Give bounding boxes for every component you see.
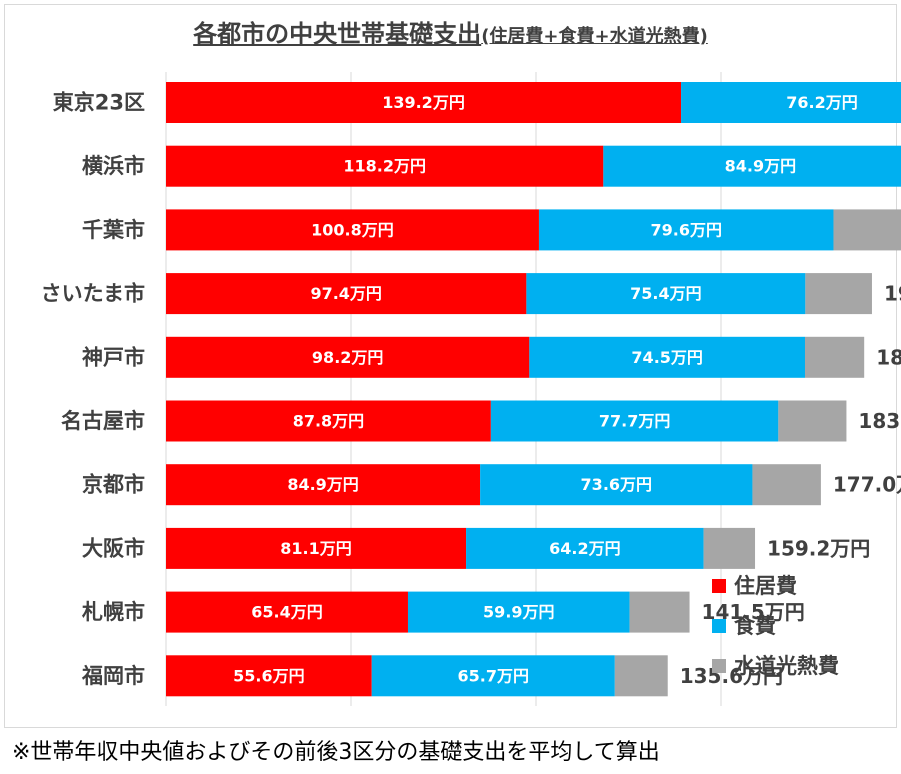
- footnote: ※世帯年収中央値およびその前後3区分の基礎支出を平均して算出: [12, 740, 660, 765]
- bar-segment-housing: [166, 591, 408, 633]
- data-label: 59.9万円: [483, 603, 554, 622]
- data-label: 65.7万円: [458, 666, 529, 685]
- category-label: 福岡市: [81, 664, 145, 688]
- data-label: 118.2万円: [343, 157, 426, 176]
- total-label: 177.0万円: [833, 473, 901, 497]
- data-label: 84.9万円: [287, 475, 358, 494]
- bar-segment-housing: [166, 655, 372, 697]
- bar-segment-housing: [166, 527, 467, 569]
- bar-segment-utilities: [629, 591, 690, 633]
- bar-segment-utilities: [752, 464, 821, 506]
- bar-segment-housing: [166, 336, 530, 378]
- data-label: 139.2万円: [382, 93, 465, 112]
- bar-segment-food: [371, 655, 615, 697]
- category-label: 名古屋市: [61, 409, 145, 433]
- category-label: 東京23区: [53, 91, 145, 115]
- bar-segment-food: [490, 400, 779, 442]
- bar-segment-housing: [166, 209, 539, 251]
- data-label: 65.4万円: [251, 603, 322, 622]
- bar-segment-food: [526, 273, 806, 315]
- legend-label: 食費: [734, 614, 776, 638]
- bar-segment-housing: [166, 400, 491, 442]
- total-label: 183.9万円: [858, 409, 901, 433]
- chart-title: 各都市の中央世帯基礎支出(住居費+食費+水道光熱費): [0, 14, 901, 49]
- bar-segment-utilities: [778, 400, 847, 442]
- total-label: 159.2万円: [767, 536, 870, 560]
- data-label: 97.4万円: [310, 284, 381, 303]
- total-label: 135.6万円: [680, 664, 783, 688]
- legend-label: 水道光熱費: [734, 654, 839, 678]
- legend-swatch-housing: [712, 579, 726, 593]
- bar-segment-housing: [166, 273, 527, 315]
- data-label: 64.2万円: [549, 539, 620, 558]
- category-label: さいたま市: [41, 282, 145, 306]
- chart-subtitle: (住居費+食費+水道光熱費): [481, 26, 708, 47]
- data-label: 74.5万円: [631, 348, 702, 367]
- total-label: 188.7万円: [876, 345, 901, 369]
- data-label: 87.8万円: [293, 412, 364, 431]
- data-label: 100.8万円: [311, 220, 394, 239]
- legend-swatch-food: [712, 619, 726, 633]
- chart-title-main: 各都市の中央世帯基礎支出: [193, 20, 482, 48]
- data-label: 79.6万円: [650, 220, 721, 239]
- data-label: 75.4万円: [630, 284, 701, 303]
- bar-segment-utilities: [614, 655, 668, 697]
- bar-segment-utilities: [805, 273, 872, 315]
- data-label: 98.2万円: [312, 348, 383, 367]
- data-label: 55.6万円: [233, 666, 304, 685]
- category-label: 大阪市: [82, 536, 145, 560]
- bar-segment-housing: [166, 82, 682, 123]
- category-label: 千葉市: [82, 218, 145, 242]
- data-label: 81.1万円: [280, 539, 351, 558]
- bar-segment-food: [466, 527, 704, 569]
- bar-segment-food: [407, 591, 630, 633]
- bar-segment-utilities: [833, 209, 901, 251]
- bar-segment-housing: [166, 145, 604, 187]
- data-label: 77.7万円: [599, 412, 670, 431]
- bar-segment-food: [538, 209, 834, 251]
- data-label: 73.6万円: [581, 475, 652, 494]
- bar-segment-food: [603, 145, 901, 187]
- bar-segment-food: [480, 464, 753, 506]
- bar-segment-housing: [166, 464, 481, 506]
- data-label: 76.2万円: [786, 93, 857, 112]
- bar-segment-food: [681, 82, 901, 123]
- legend-swatch-utilities: [712, 659, 726, 673]
- bar-segment-food: [529, 336, 805, 378]
- category-label: 札幌市: [81, 600, 145, 624]
- legend-label: 住居費: [734, 574, 797, 598]
- bar-segment-utilities: [703, 527, 756, 569]
- category-label: 神戸市: [82, 345, 145, 369]
- data-label: 84.9万円: [725, 157, 796, 176]
- category-label: 京都市: [82, 473, 145, 497]
- category-label: 横浜市: [82, 154, 145, 178]
- bar-segment-utilities: [804, 336, 865, 378]
- total-label: 190.8万円: [884, 282, 901, 306]
